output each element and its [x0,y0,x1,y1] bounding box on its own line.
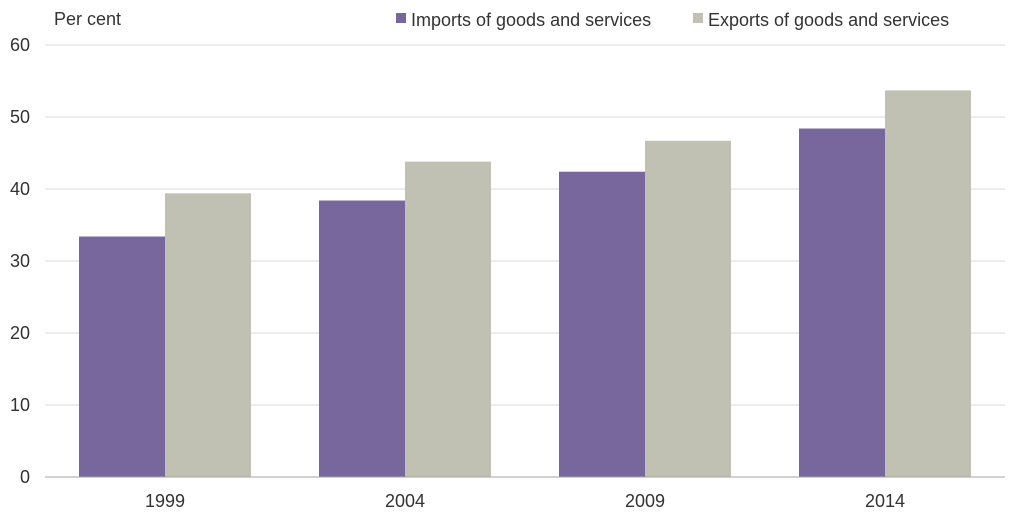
x-tick-label: 2004 [385,491,425,511]
bar-imports [559,171,645,477]
bar-exports [405,161,491,477]
y-axis-ticks: 0 10 20 30 40 50 60 [10,35,30,487]
legend-label: Imports of goods and services [411,10,651,30]
y-tick-label: 0 [20,467,30,487]
y-tick-label: 60 [10,35,30,55]
y-tick-label: 50 [10,107,30,127]
legend-label: Exports of goods and services [708,10,949,30]
y-tick-label: 30 [10,251,30,271]
bar-imports [799,128,885,477]
y-axis-title: Per cent [54,9,121,29]
legend: Imports of goods and services Exports of … [396,10,949,30]
bar-exports [885,90,971,478]
y-tick-label: 20 [10,323,30,343]
x-tick-label: 1999 [145,491,185,511]
x-tick-label: 2014 [865,491,905,511]
x-axis-ticks: 1999 2004 2009 2014 [145,491,905,511]
bar-exports [645,140,731,477]
y-tick-label: 40 [10,179,30,199]
bar-imports [319,200,405,477]
bars [79,90,971,478]
x-tick-label: 2009 [625,491,665,511]
bar-exports [165,193,251,477]
bar-imports [79,236,165,477]
legend-swatch [693,13,703,23]
y-tick-label: 10 [10,395,30,415]
legend-swatch [396,13,406,23]
